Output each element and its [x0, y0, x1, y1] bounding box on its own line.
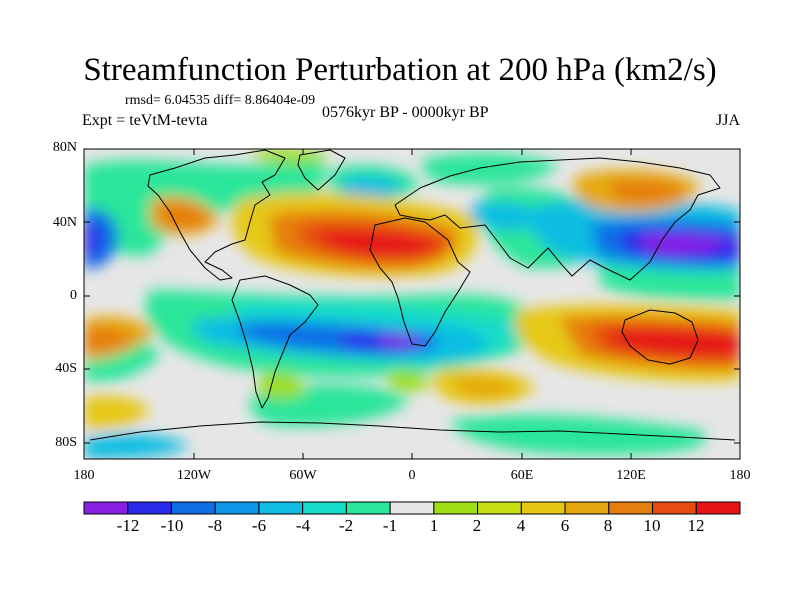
cb-label: -1 [382, 516, 398, 535]
cb-label: -6 [251, 516, 267, 535]
stats-text: rmsd= 6.04535 diff= 8.86404e-09 [125, 93, 316, 108]
lon-label-120w: 120W [176, 468, 212, 483]
coastline-australia [621, 309, 699, 365]
axis-ticks [84, 148, 740, 459]
cb-label: 6 [560, 516, 570, 535]
season-label: JJA [716, 112, 741, 129]
coastline-south-america [231, 275, 319, 409]
cb-label: -10 [160, 516, 184, 535]
colorbar-swatch [520, 501, 566, 515]
cb-label: -8 [207, 516, 223, 535]
coastline-north-america [147, 149, 286, 281]
lat-label-40s: 40S [55, 361, 77, 376]
lon-label-180e: 180 [729, 468, 751, 483]
colorbar-swatch [608, 501, 654, 515]
colorbar-swatch [389, 501, 435, 515]
lon-label-120e: 120E [616, 468, 646, 483]
coastlines [89, 149, 736, 441]
lat-label-80s: 80S [55, 435, 77, 450]
colorbar-swatch [127, 501, 172, 515]
coastline-eurasia [394, 157, 721, 281]
cb-label: 8 [603, 516, 613, 535]
colorbar-swatch [652, 501, 697, 515]
experiment-label: Expt = teVtM-tevta [82, 112, 208, 129]
cb-label: 12 [687, 516, 705, 535]
colorbar-swatch [214, 501, 260, 515]
colorbar-swatch [695, 501, 741, 515]
period-label: 0576kyr BP - 0000kyr BP [322, 104, 489, 121]
cb-label: 10 [643, 516, 661, 535]
colorbar-swatch [345, 501, 391, 515]
colorbar-swatch [564, 501, 610, 515]
cb-label: 4 [516, 516, 526, 535]
cb-label: -4 [295, 516, 311, 535]
coastline-antarctica [89, 421, 736, 441]
lat-label-80n: 80N [52, 140, 77, 155]
contour-field [84, 149, 740, 459]
colorbar-swatch [170, 501, 216, 515]
colorbar-swatch [302, 501, 347, 515]
lon-label-60e: 60E [510, 468, 534, 483]
cb-label: 1 [429, 516, 439, 535]
cb-label: 2 [472, 516, 482, 535]
colorbar-swatch [477, 501, 522, 515]
lat-label-40n: 40N [52, 215, 77, 230]
colorbar-swatch [433, 501, 479, 515]
lon-label-180w: 180 [73, 468, 95, 483]
coastline-greenland [297, 149, 346, 191]
lon-label-0: 0 [408, 468, 416, 483]
cb-label: -12 [116, 516, 140, 535]
cb-label: -2 [338, 516, 354, 535]
lat-label-eq: 0 [70, 288, 77, 303]
coastline-africa [369, 217, 471, 347]
colorbar-swatch [83, 501, 129, 515]
colorbar [83, 501, 741, 515]
lon-label-60w: 60W [289, 468, 317, 483]
colorbar-swatch [258, 501, 304, 515]
plot-title: Streamfunction Perturbation at 200 hPa (… [83, 52, 717, 88]
